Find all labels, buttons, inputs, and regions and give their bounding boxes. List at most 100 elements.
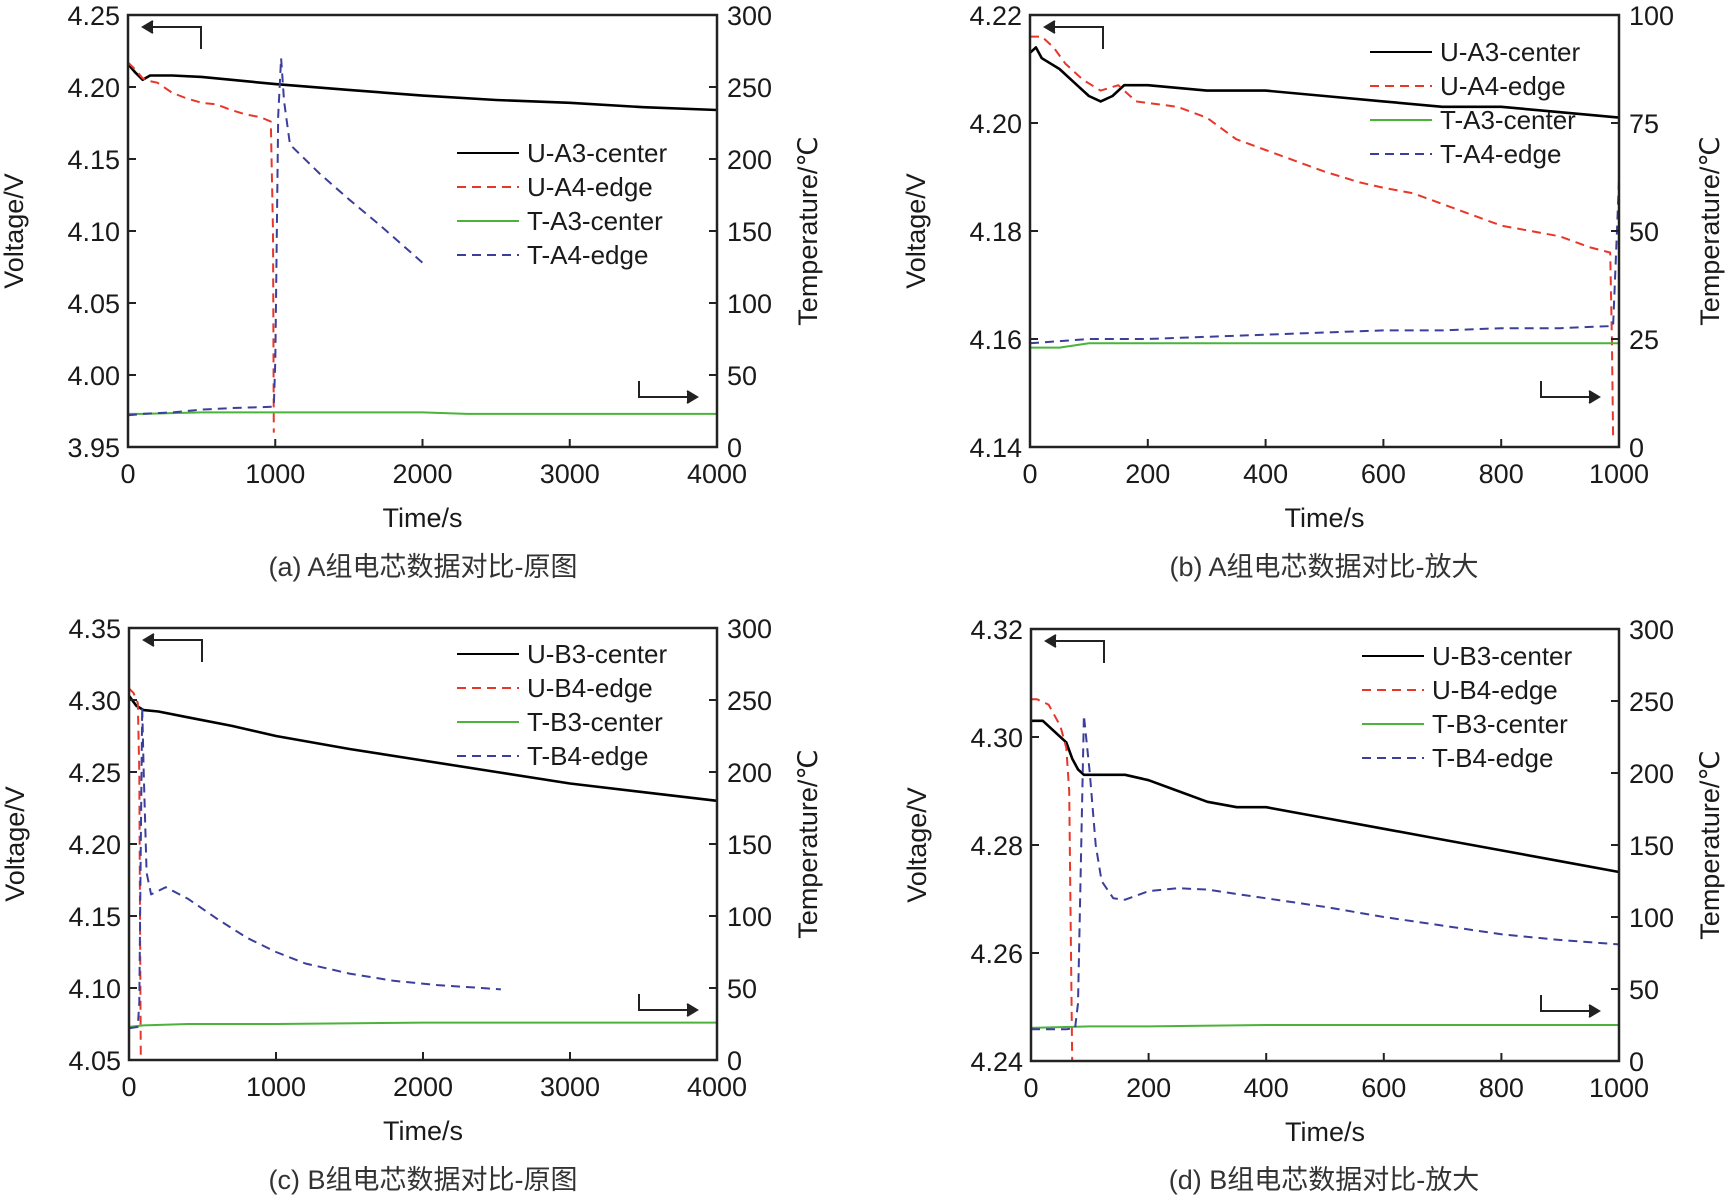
x-axis-label: Time/s [1285, 503, 1365, 533]
legend-label: T-B4-edge [527, 741, 648, 771]
y-tick-label: 4.20 [68, 830, 121, 860]
y2-tick-label: 200 [727, 758, 772, 788]
legend-label: U-A3-center [527, 138, 667, 168]
series-line-t-b4-edge [128, 706, 501, 1030]
series-line-u-b3-center [127, 694, 718, 803]
y2-axis-label: Temperature/℃ [793, 136, 823, 325]
y-tick-label: 4.25 [67, 1, 120, 31]
y2-tick-label: 0 [1629, 1047, 1644, 1077]
legend-label: U-A4-edge [1440, 71, 1566, 101]
caption-panel-d: (d) B组电芯数据对比-放大 [1168, 1165, 1480, 1195]
left-axis-arrow-icon [143, 26, 202, 49]
axis-indicator-arrows [1044, 634, 1601, 1018]
right-arrowhead-icon [1588, 1004, 1601, 1018]
y-tick-label: 4.20 [969, 109, 1022, 139]
left-axis-arrow-icon [1045, 26, 1104, 49]
y2-tick-label: 200 [1629, 759, 1674, 789]
y2-tick-label: 25 [1629, 325, 1659, 355]
y2-tick-label: 100 [1629, 903, 1674, 933]
series-line-t-a3-center [128, 411, 717, 415]
y2-tick-label: 200 [727, 145, 772, 175]
series-line-t-a3-center [1030, 342, 1619, 349]
x-tick-label: 800 [1479, 459, 1524, 489]
x-tick-label: 400 [1243, 459, 1288, 489]
left-axis-arrow-icon [144, 639, 203, 662]
panel-b: 0 200 400 600 800 1000 4.14 4.16 4.18 4.20 4.22 0 25… [901, 1, 1725, 533]
legend-label: U-B4-edge [1432, 675, 1558, 705]
y2-tick-label: 0 [727, 1046, 742, 1076]
y-tick-label: 4.15 [67, 145, 120, 175]
series-line-t-b3-center [128, 1021, 717, 1028]
caption-panel-c: (c) B组电芯数据对比-原图 [268, 1165, 578, 1195]
x-tick-label: 3000 [540, 459, 600, 489]
y-tick-label: 4.30 [970, 723, 1023, 753]
y-tick-label: 4.24 [970, 1047, 1023, 1077]
y-tick-label: 4.35 [68, 614, 121, 644]
series-line-u-a4-edge [127, 61, 275, 433]
legend-label: T-B3-center [1432, 709, 1568, 739]
y2-tick-label: 0 [727, 433, 742, 463]
series-line-t-b4-edge [1031, 714, 1620, 1031]
series-line-u-b3-center [1031, 719, 1620, 874]
x-tick-label: 1000 [1589, 459, 1649, 489]
series-group [1030, 698, 1620, 1062]
y2-tick-label: 150 [727, 217, 772, 247]
legend-label: U-A3-center [1440, 37, 1580, 67]
y-tick-label: 4.15 [68, 902, 121, 932]
y-tick-label: 4.05 [68, 1046, 121, 1076]
right-axis-arrow-icon [1540, 381, 1599, 398]
x-tick-label: 1000 [246, 1072, 306, 1102]
legend: U-A3-center U-A4-edge T-A3-center T-A4-edge [457, 138, 667, 270]
series-line-u-b4-edge [128, 687, 142, 1061]
axis-indicator-arrows [141, 20, 699, 404]
y-tick-label: 4.16 [969, 325, 1022, 355]
right-axis-arrow-icon [638, 381, 697, 398]
legend-label: T-A3-center [527, 206, 663, 236]
y-tick-label: 4.22 [969, 1, 1022, 31]
x-axis-label: Time/s [383, 1116, 463, 1146]
y-tick-label: 4.10 [67, 217, 120, 247]
axis-indicator-arrows [1043, 20, 1601, 404]
y-tick-label: 4.00 [67, 361, 120, 391]
x-tick-label: 600 [1361, 459, 1406, 489]
right-arrowhead-icon [1588, 390, 1601, 404]
series-group [1029, 35, 1620, 437]
y2-axis-label: Temperature/℃ [1695, 136, 1725, 325]
y-tick-label: 4.30 [68, 686, 121, 716]
y-tick-label: 4.20 [67, 73, 120, 103]
series-group [127, 57, 718, 433]
x-axis-label: Time/s [383, 503, 463, 533]
panel-d: 0 200 400 600 800 1000 4.24 4.26 4.28 4.30 4.32 0 50… [902, 615, 1725, 1147]
y2-tick-label: 50 [727, 974, 757, 1004]
y2-tick-label: 100 [1629, 1, 1674, 31]
series-line-u-b4-edge [1031, 698, 1074, 1062]
y-tick-label: 4.28 [970, 831, 1023, 861]
panel-c: 0 1000 2000 3000 40004.054.104.154.204.254.3… [0, 614, 823, 1146]
y2-tick-label: 250 [727, 686, 772, 716]
x-axis-label: Time/s [1285, 1117, 1365, 1147]
caption-panel-b: (b) A组电芯数据对比-放大 [1169, 552, 1479, 582]
legend-label: T-B3-center [527, 707, 663, 737]
x-tick-label: 1000 [245, 459, 305, 489]
legend-label: U-A4-edge [527, 172, 653, 202]
axis-indicator-arrows [142, 633, 699, 1017]
y2-tick-label: 300 [727, 614, 772, 644]
series-line-u-a3-center [1029, 46, 1620, 119]
y2-tick-label: 50 [1629, 975, 1659, 1005]
right-arrowhead-icon [686, 1003, 699, 1017]
series-line-u-a3-center [127, 63, 718, 112]
x-tick-label: 4000 [687, 459, 747, 489]
legend-label: T-A4-edge [1440, 139, 1561, 169]
x-tick-label: 400 [1244, 1073, 1289, 1103]
y-tick-label: 3.95 [67, 433, 120, 463]
x-tick-label: 800 [1479, 1073, 1524, 1103]
x-tick-label: 2000 [392, 459, 452, 489]
y-tick-label: 4.14 [969, 433, 1022, 463]
y-axis-label: Voltage/V [901, 173, 931, 289]
x-tick-label: 200 [1125, 459, 1170, 489]
panel-a: 0 1000 2000 3000 40003.954.004.054.104.154.2… [0, 1, 823, 533]
x-tick-label: 1000 [1589, 1073, 1649, 1103]
legend-label: U-B3-center [1432, 641, 1572, 671]
legend-label: U-B3-center [527, 639, 667, 669]
legend: U-B3-center U-B4-edge T-B3-center T-B4-edge [457, 639, 667, 771]
